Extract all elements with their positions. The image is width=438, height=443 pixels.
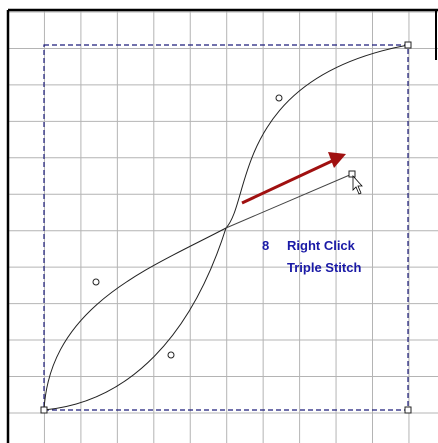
curve-node[interactable] [275,94,283,102]
cursor [352,174,363,195]
step-number: 8 [262,238,269,253]
stitch-type: Triple Stitch [287,260,361,275]
corner-node[interactable] [40,406,48,414]
corner-node[interactable] [404,406,412,414]
curve-node[interactable] [167,351,175,359]
stitch-line [225,173,353,229]
lower-curve [43,227,227,411]
arrow-head [328,152,346,168]
corner-node[interactable] [404,41,412,49]
end-node[interactable] [348,170,356,178]
arrow-shaft [241,159,333,205]
curve-node[interactable] [92,278,100,286]
instruction: Right Click [287,238,356,253]
hoop-outline [43,44,409,411]
